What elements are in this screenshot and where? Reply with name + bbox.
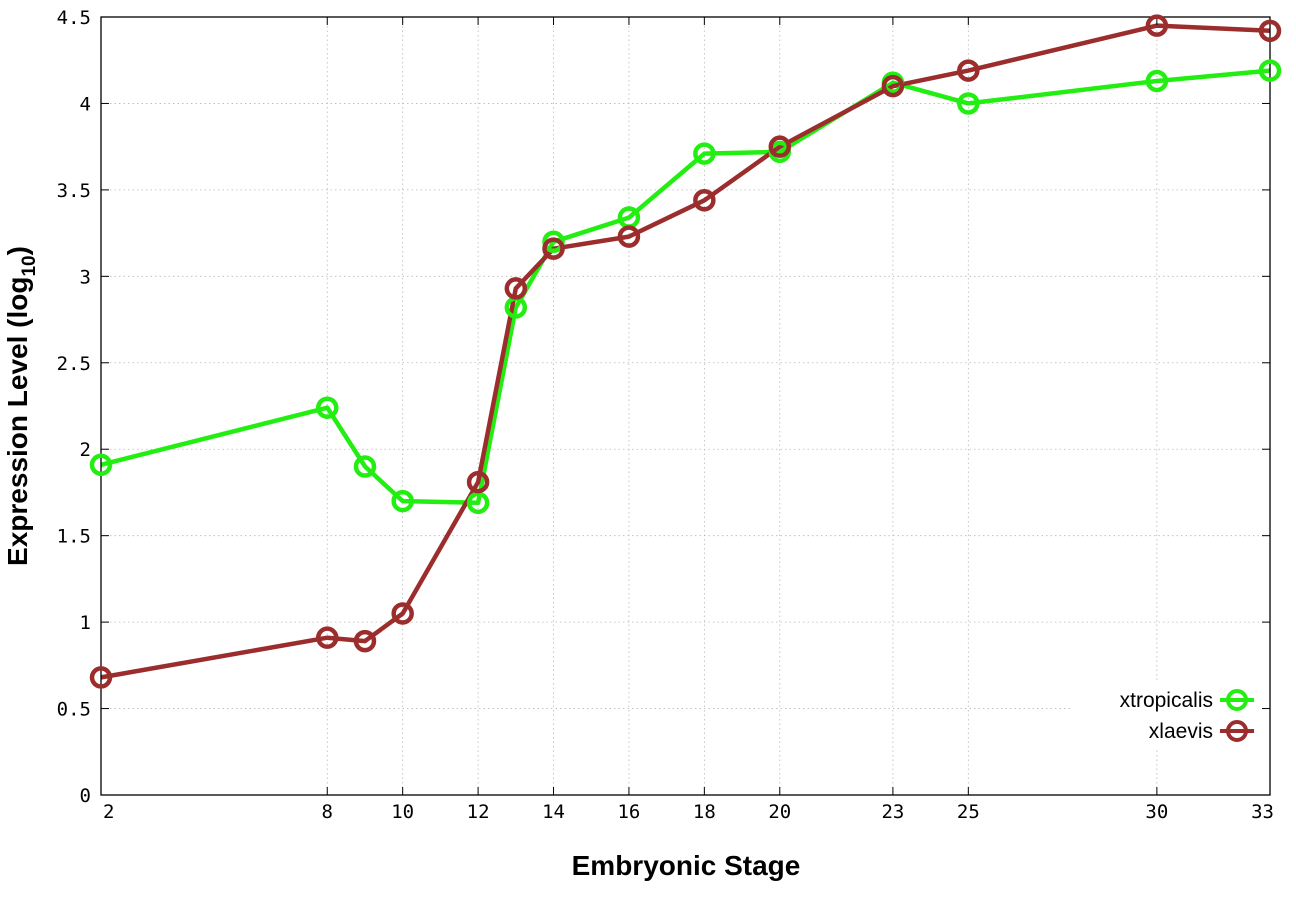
x-tick-label: 14 [542, 801, 565, 823]
grid-layer [101, 17, 1270, 795]
x-tick-label: 10 [391, 801, 414, 823]
data-point-xlaevis [353, 629, 377, 653]
x-tick-label: 23 [881, 801, 904, 823]
y-axis-title: Expression Level (log10) [2, 246, 40, 566]
series-line-xlaevis [100, 23, 1271, 680]
data-point-xlaevis [1258, 19, 1282, 43]
x-axis-title: Embryonic Stage [572, 850, 801, 881]
y-tick-label: 0.5 [57, 699, 91, 721]
y-tick-label: 3 [80, 266, 91, 288]
y-tick-label: 1.5 [57, 526, 91, 548]
x-tick-label: 16 [617, 801, 640, 823]
data-point-xtropicalis [353, 455, 377, 478]
data-point-xlaevis [89, 666, 113, 689]
x-tick-label: 30 [1145, 801, 1168, 823]
data-point-xlaevis [957, 59, 980, 82]
legend-label-xtropicalis: xtropicalis [1120, 689, 1213, 712]
plot-frame [100, 16, 1271, 796]
data-point-xlaevis [768, 135, 792, 158]
data-point-xlaevis [391, 602, 414, 625]
legend-marker-xtropicalis [1226, 689, 1248, 711]
series-line-xtropicalis [100, 68, 1271, 506]
data-point-xlaevis [542, 237, 565, 260]
data-point-xtropicalis [466, 491, 490, 515]
ticks-layer: 0 0.5 1 1.5 2 2.5 3 3.5 4 4.5 2 8 10 12 14 16 18 20 23 25 30… [57, 7, 1274, 823]
y-tick-label: 4 [80, 93, 91, 115]
y-axis-title-close: ) [2, 246, 33, 255]
y-axis-title-subscript: 10 [19, 255, 40, 276]
x-tick-label: 8 [322, 801, 333, 823]
legend-marker-xlaevis [1226, 720, 1248, 742]
data-point-xtropicalis [89, 453, 113, 477]
series-layer [100, 23, 1271, 680]
data-point-xtropicalis [391, 489, 414, 513]
data-point-xlaevis [466, 470, 490, 494]
data-point-xlaevis [1145, 14, 1169, 37]
data-point-xtropicalis [957, 92, 980, 115]
data-point-xtropicalis [1258, 59, 1282, 82]
y-tick-label: 0 [80, 785, 91, 807]
data-point-xtropicalis [542, 230, 565, 254]
x-tick-label: 12 [467, 801, 490, 823]
data-point-xtropicalis [316, 396, 339, 419]
x-tick-label: 20 [768, 801, 791, 823]
data-point-xtropicalis [693, 142, 716, 165]
x-tick-label: 25 [957, 801, 980, 823]
x-tick-label: 18 [693, 801, 716, 823]
y-tick-label: 2.5 [57, 353, 91, 375]
x-tick-label: 33 [1251, 801, 1274, 823]
data-point-xlaevis [316, 626, 339, 649]
markers-layer [89, 14, 1282, 689]
data-point-xlaevis [881, 74, 905, 98]
x-tick-label: 2 [103, 801, 114, 823]
y-tick-label: 2 [80, 439, 91, 461]
y-tick-label: 4.5 [57, 7, 91, 29]
y-axis-title-main: Expression Level (log [2, 277, 33, 566]
legend-label-xlaevis: xlaevis [1149, 720, 1213, 743]
y-tick-label: 1 [80, 612, 91, 634]
data-point-xlaevis [693, 189, 716, 212]
y-tick-label: 3.5 [57, 180, 91, 202]
data-point-xlaevis [504, 277, 528, 300]
legend: xtropicalis xlaevis [1070, 680, 1260, 748]
data-point-xlaevis [617, 225, 641, 248]
data-point-xtropicalis [1145, 69, 1169, 93]
